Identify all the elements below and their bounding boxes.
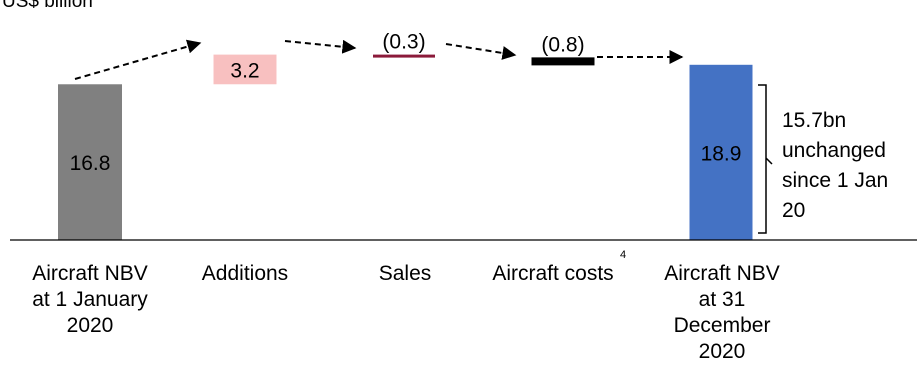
category-label-5: Aircraft NBV at 31 December 2020 (664, 262, 780, 363)
value-label-3: (0.3) (382, 31, 425, 54)
category-label-4: Aircraft costs (492, 262, 613, 285)
connector-arrow-3 (445, 43, 517, 60)
bracket-line (758, 84, 773, 234)
bar-1 (58, 84, 122, 240)
bar-2 (213, 54, 277, 85)
unit-label: US$ billion (2, 0, 93, 12)
category-label-1: Aircraft NBV at 1 January 2020 (32, 262, 148, 337)
value-label-1: 16.8 (70, 152, 111, 175)
category-label-2: Additions (202, 262, 288, 285)
footnote-marker: 4 (620, 249, 626, 261)
bar-4 (531, 57, 595, 66)
bar-3 (373, 54, 435, 58)
value-label-4: (0.8) (541, 33, 584, 56)
bracket-annotation: 15.7bn unchanged since 1 Jan 20 (758, 84, 888, 234)
bars (58, 54, 753, 240)
category-label-3: Sales (379, 262, 432, 285)
category-labels: Aircraft NBV at 1 January 2020 Additions Sal… (32, 262, 780, 363)
connector-arrow-1 (74, 39, 202, 80)
value-label-5: 18.9 (701, 142, 742, 165)
bracket-text: 15.7bn unchanged since 1 Jan 20 (782, 109, 888, 222)
value-label-2: 3.2 (230, 59, 259, 82)
connector-arrows (74, 39, 684, 80)
connector-arrow-2 (284, 39, 357, 54)
value-labels: 16.8 3.2 (0.3) (0.8) 18.9 (70, 31, 742, 176)
bar-5 (689, 64, 753, 240)
